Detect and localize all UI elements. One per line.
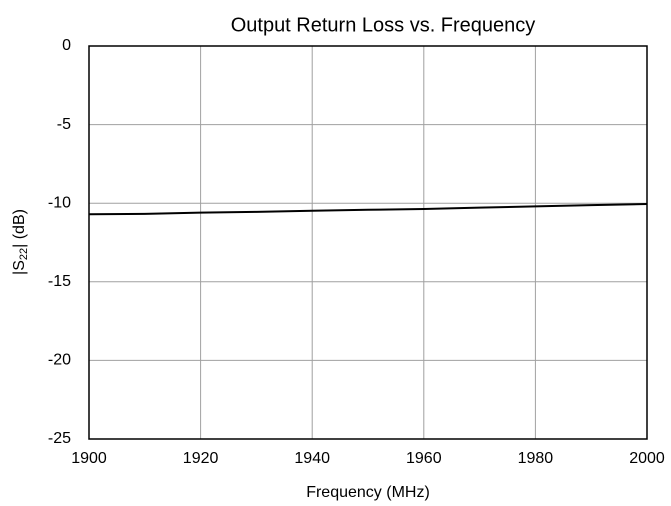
y-label-part: |S: [11, 260, 28, 275]
x-tick-label: 1960: [406, 450, 442, 467]
series-line: [88, 202, 648, 216]
y-tick-label: -15: [48, 273, 71, 290]
x-tick-label: 1900: [71, 450, 107, 467]
y-label-part: | (dB): [11, 209, 28, 248]
y-tick-label: 0: [62, 37, 71, 54]
chart-title: Output Return Loss vs. Frequency: [231, 14, 536, 36]
y-tick-label: -5: [57, 116, 71, 133]
plot-border: [88, 45, 648, 440]
y-tick-label: -10: [48, 194, 71, 211]
x-tick-label: 1980: [518, 450, 554, 467]
y-label-sub: 22: [18, 248, 30, 260]
y-tick-label: -20: [48, 352, 71, 369]
y-axis-label: |S22| (dB): [11, 209, 30, 275]
x-tick-label: 2000: [629, 450, 665, 467]
x-tick-label: 1940: [294, 450, 330, 467]
y-tick-label: -25: [48, 430, 71, 447]
x-axis-label: Frequency (MHz): [306, 484, 430, 501]
x-tick-label: 1920: [183, 450, 219, 467]
